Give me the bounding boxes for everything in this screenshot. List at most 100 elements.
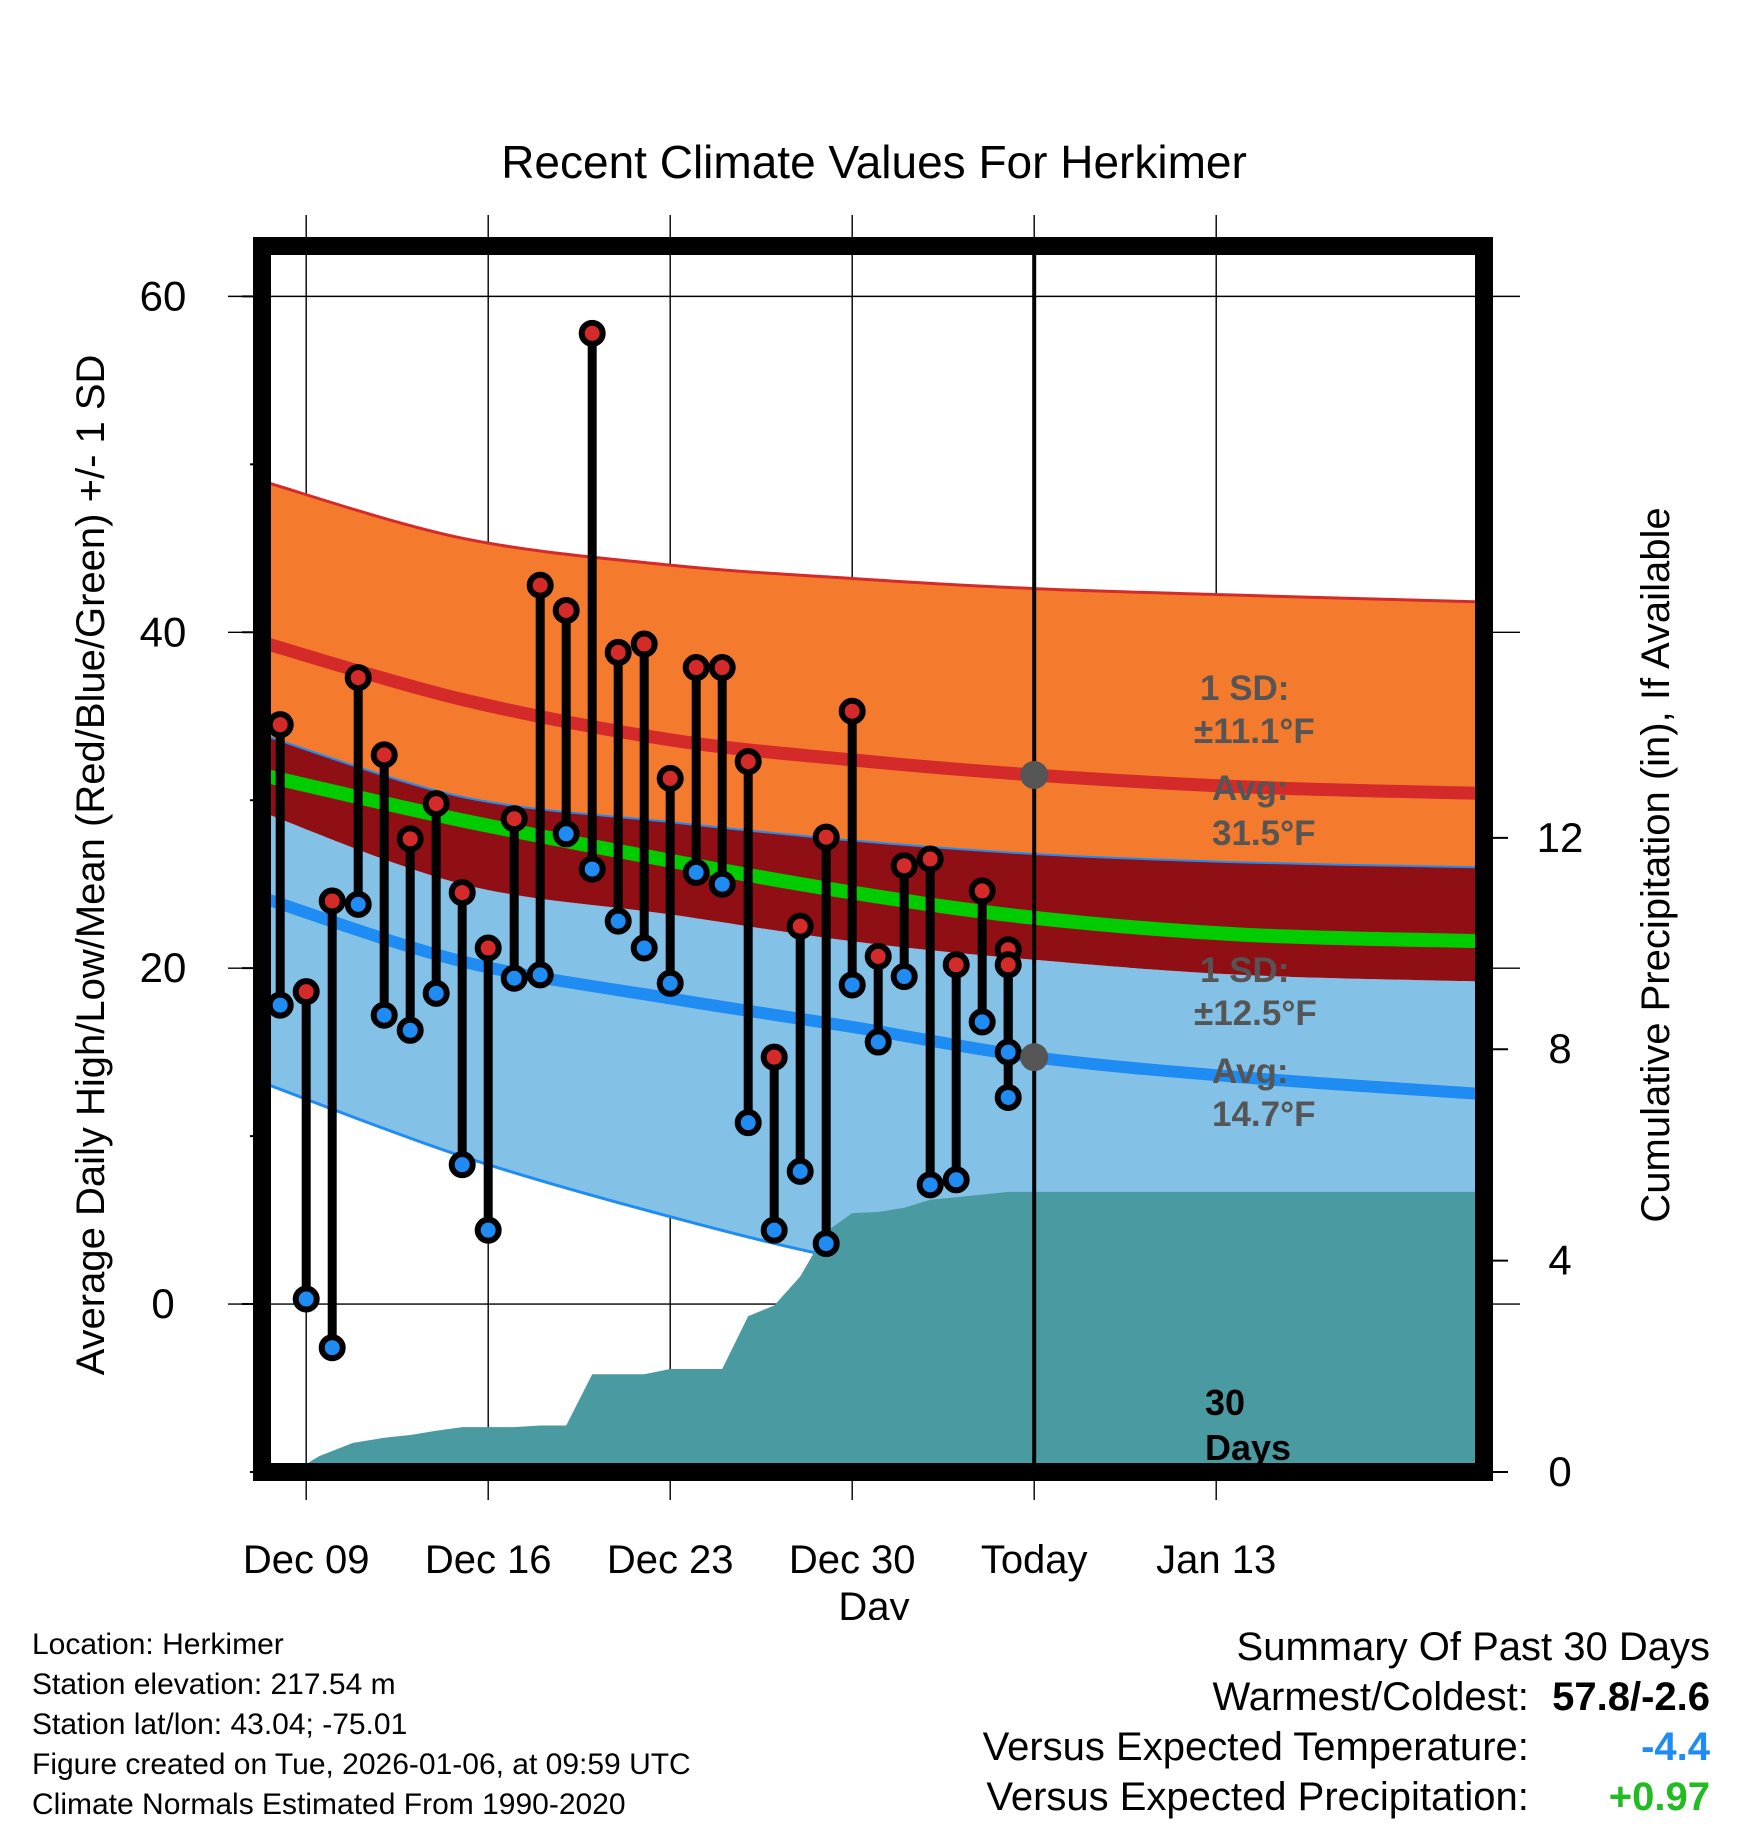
y-axis-label: Average Daily High/Low/Mean (Red/Blue/Gr…: [69, 355, 113, 1376]
observed-low-point: [552, 820, 580, 848]
x-tick-label: Today: [981, 1538, 1088, 1582]
observed-high-point: [812, 823, 840, 851]
y2-tick-label: 8: [1548, 1025, 1571, 1072]
observed-low-point: [968, 1008, 996, 1036]
high-sd-upper-edge: [262, 479, 1484, 604]
observed-low-point: [604, 907, 632, 935]
observed-high-point: [292, 978, 320, 1006]
observed-high-point: [656, 764, 684, 792]
observed-high-point: [448, 879, 476, 907]
observed-low-point: [344, 890, 372, 918]
observed-low-point: [656, 969, 684, 997]
warmest-value: 57.8/-2.6: [1552, 1675, 1710, 1719]
observed-high-point: [916, 845, 944, 873]
observed-low-point: [318, 1334, 346, 1362]
observed-low-point: [812, 1230, 840, 1258]
high-avg-value: 31.5°F: [1212, 814, 1316, 853]
chart-title: Recent Climate Values For Herkimer: [501, 136, 1247, 188]
average-markers: [1020, 761, 1049, 1072]
low-avg-value: 14.7°F: [1212, 1095, 1316, 1134]
mean-sd-band: [262, 734, 1484, 982]
observed-high-point: [500, 805, 528, 833]
created-text: Figure created on Tue, 2026-01-06, at 09…: [32, 1748, 691, 1781]
precipitation-fill: [293, 1191, 1484, 1472]
x-axis-label: Day: [838, 1585, 909, 1620]
x-tick-label: Dec 23: [607, 1538, 734, 1582]
observed-high-point: [344, 664, 372, 692]
observed-high-point: [266, 711, 294, 739]
y-tick-label: 20: [140, 944, 187, 991]
y2-tick-label: 4: [1548, 1237, 1571, 1284]
observed-high-point: [968, 877, 996, 905]
observed-low-point: [708, 870, 736, 898]
y-tick-label: 40: [140, 608, 187, 655]
observed-high-point: [864, 942, 892, 970]
observed-low-point: [994, 1038, 1022, 1066]
days-number: 30: [1205, 1382, 1245, 1423]
summary-precip-row: Versus Expected Precipitation: +0.97: [983, 1772, 1710, 1822]
observed-high-point: [526, 571, 554, 599]
high-avg-label: Avg:: [1212, 769, 1288, 808]
observed-high-point: [786, 912, 814, 940]
high-sd-label: 1 SD:: [1200, 669, 1289, 708]
annotations: 1 SD: ±11.1°F Avg: 31.5°F 1 SD: ±12.5°F …: [1194, 669, 1317, 1468]
observed-low-point: [864, 1028, 892, 1056]
observed-high-point: [370, 741, 398, 769]
observed-high-point: [760, 1043, 788, 1071]
x-tick-label: Jan 13: [1156, 1538, 1276, 1582]
observed-high-point: [578, 319, 606, 347]
summary-temp-row: Versus Expected Temperature: -4.4: [983, 1722, 1710, 1772]
observed-low-point: [734, 1109, 762, 1137]
observed-low-point: [682, 858, 710, 886]
days-word: Days: [1205, 1427, 1291, 1468]
low-sd-label: 1 SD:: [1200, 951, 1289, 990]
x-tick-label: Dec 30: [789, 1538, 916, 1582]
observed-low-point: [578, 855, 606, 883]
low-sd-value: ±12.5°F: [1194, 994, 1317, 1033]
y2-tick-label: 0: [1548, 1448, 1571, 1495]
normals-text: Climate Normals Estimated From 1990-2020: [32, 1788, 626, 1821]
observed-high-point: [552, 596, 580, 624]
observed-high-point: [396, 825, 424, 853]
low-avg-label: Avg:: [1212, 1052, 1288, 1091]
observed-high-point: [890, 852, 918, 880]
observed-high-point: [942, 951, 970, 979]
temp-label: Versus Expected Temperature:: [982, 1725, 1529, 1769]
observed-high-point: [474, 934, 502, 962]
observed-low-point: [370, 1001, 398, 1029]
observed-low-point: [890, 963, 918, 991]
observed-values: [266, 319, 1022, 1362]
precipitation-area: [293, 1191, 1484, 1472]
station-info: Location: Herkimer Station elevation: 21…: [32, 1625, 691, 1825]
y2-axis-label: Cumulative Precipitation (in), If Availa…: [1634, 507, 1678, 1222]
observed-low-point: [994, 1083, 1022, 1111]
observed-low-point: [760, 1216, 788, 1244]
low-sd-band: [262, 812, 1484, 1305]
y-tick-label: 60: [140, 272, 187, 319]
elevation-text: Station elevation: 217.54 m: [32, 1668, 396, 1701]
latlon-text: Station lat/lon: 43.04; -75.01: [32, 1708, 408, 1741]
low-average-marker: [1020, 1043, 1049, 1072]
axis-ticks: 0 20 40 60 0 4 8 12 Dec 09 Dec 16 Dec 23 Dec 30 Toda…: [140, 272, 1584, 1582]
observed-low-point: [292, 1285, 320, 1313]
observed-low-point: [422, 979, 450, 1007]
summary-panel: Summary Of Past 30 Days Warmest/Coldest:…: [983, 1622, 1710, 1822]
observed-high-point: [708, 654, 736, 682]
precip-value: +0.97: [1608, 1775, 1710, 1819]
summary-warmest-row: Warmest/Coldest: 57.8/-2.6: [983, 1672, 1711, 1722]
observed-high-point: [734, 748, 762, 776]
plot-area: [262, 246, 1484, 1472]
x-tick-label: Dec 16: [425, 1538, 552, 1582]
observed-high-point: [318, 887, 346, 915]
observed-high-point: [630, 630, 658, 658]
y-tick-label: 0: [151, 1280, 174, 1327]
observed-high-point: [422, 790, 450, 818]
observed-low-point: [942, 1166, 970, 1194]
observed-low-point: [448, 1151, 476, 1179]
precip-label: Versus Expected Precipitation:: [986, 1775, 1529, 1819]
observed-low-point: [526, 961, 554, 989]
high-sd-value: ±11.1°F: [1194, 712, 1315, 751]
observed-high-point: [994, 951, 1022, 979]
plot-frame: [253, 237, 1493, 1481]
observed-low-point: [786, 1157, 814, 1185]
